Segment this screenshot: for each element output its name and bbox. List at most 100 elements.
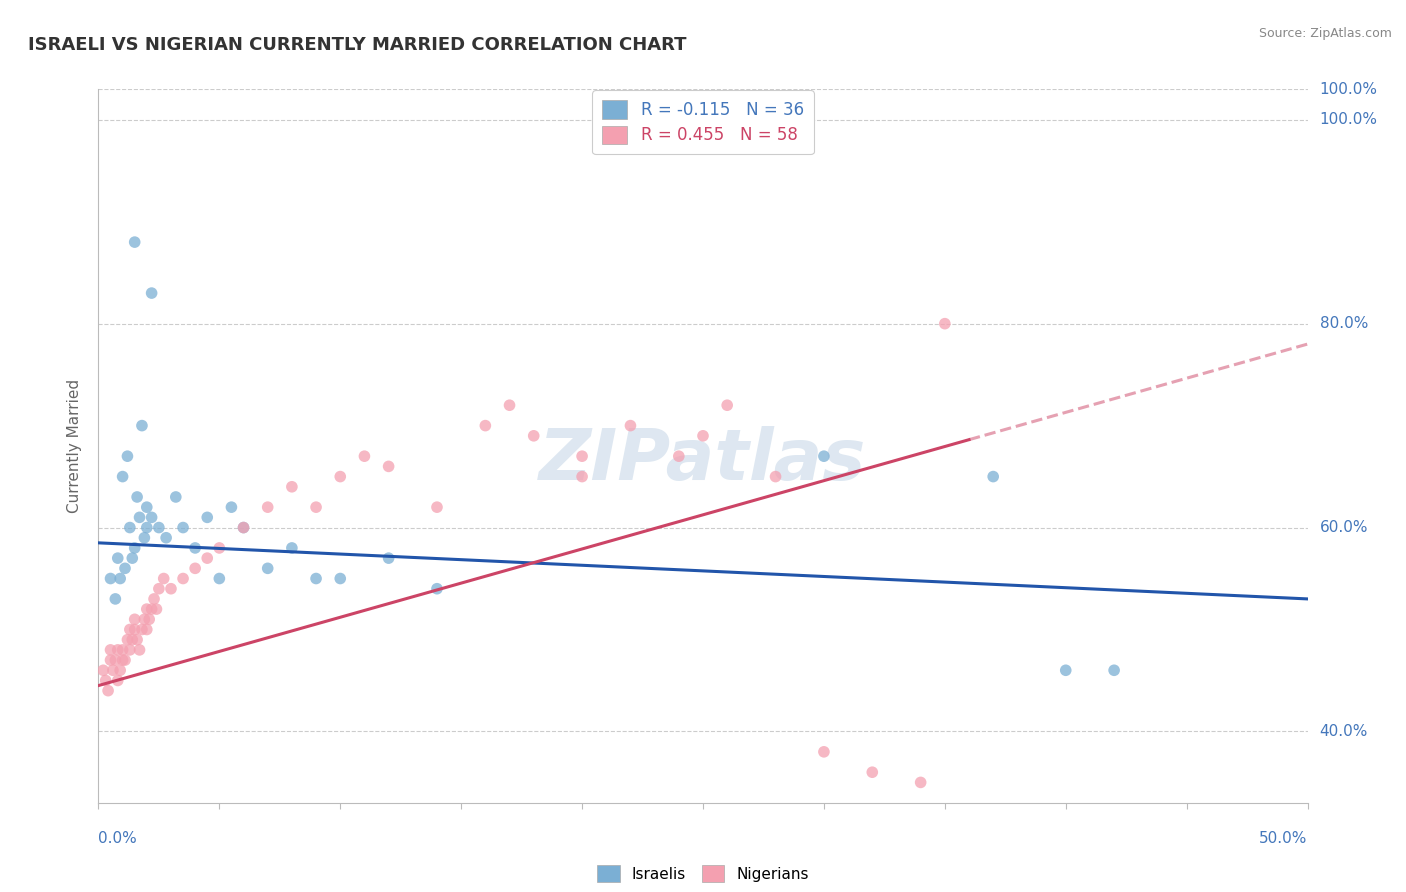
Point: [127, 490, 149, 504]
Point: [97, 683, 120, 698]
Point: [100, 572, 122, 586]
Point: [101, 663, 124, 677]
Point: [117, 449, 139, 463]
Point: [934, 317, 956, 331]
Point: [184, 561, 207, 575]
Point: [121, 632, 143, 647]
Point: [127, 632, 149, 647]
Legend: Israelis, Nigerians: Israelis, Nigerians: [591, 859, 815, 888]
Point: [141, 602, 163, 616]
Point: [256, 500, 278, 515]
Point: [716, 398, 738, 412]
Point: [108, 663, 131, 677]
Point: [281, 480, 304, 494]
Point: [107, 551, 129, 566]
Point: [184, 541, 207, 555]
Point: [232, 520, 254, 534]
Point: [1102, 663, 1125, 677]
Point: [256, 561, 278, 575]
Point: [104, 653, 127, 667]
Point: [232, 520, 254, 534]
Point: [1054, 663, 1077, 677]
Point: [152, 572, 174, 586]
Point: [305, 500, 328, 515]
Text: 100.0%: 100.0%: [1320, 82, 1378, 96]
Text: 80.0%: 80.0%: [1320, 316, 1368, 331]
Point: [377, 459, 399, 474]
Point: [813, 745, 835, 759]
Point: [118, 520, 141, 534]
Point: [104, 591, 127, 606]
Point: [195, 551, 218, 566]
Point: [128, 510, 150, 524]
Text: 60.0%: 60.0%: [1320, 520, 1368, 535]
Point: [117, 632, 139, 647]
Point: [141, 510, 163, 524]
Point: [148, 520, 170, 534]
Point: [124, 623, 146, 637]
Point: [135, 623, 157, 637]
Point: [143, 591, 166, 606]
Point: [426, 582, 449, 596]
Point: [111, 469, 134, 483]
Point: [692, 429, 714, 443]
Point: [118, 643, 141, 657]
Point: [765, 469, 787, 483]
Text: 40.0%: 40.0%: [1320, 724, 1368, 739]
Point: [100, 643, 122, 657]
Point: [94, 673, 117, 688]
Point: [571, 449, 593, 463]
Y-axis label: Currently Married: Currently Married: [67, 379, 83, 513]
Text: 0.0%: 0.0%: [98, 831, 138, 847]
Point: [329, 572, 352, 586]
Point: [107, 673, 129, 688]
Point: [281, 541, 304, 555]
Point: [571, 469, 593, 483]
Text: ZIPatlas: ZIPatlas: [540, 425, 866, 495]
Point: [131, 418, 153, 433]
Point: [145, 602, 167, 616]
Point: [377, 551, 399, 566]
Point: [111, 643, 134, 657]
Point: [221, 500, 243, 515]
Point: [134, 612, 156, 626]
Point: [131, 623, 153, 637]
Point: [172, 520, 194, 534]
Point: [523, 429, 546, 443]
Point: [107, 643, 129, 657]
Point: [668, 449, 690, 463]
Point: [135, 520, 157, 534]
Point: [124, 541, 146, 555]
Point: [141, 286, 163, 301]
Point: [981, 469, 1004, 483]
Point: [135, 500, 157, 515]
Point: [114, 653, 136, 667]
Point: [138, 612, 160, 626]
Point: [160, 582, 183, 596]
Point: [172, 572, 194, 586]
Point: [813, 449, 835, 463]
Point: [114, 561, 136, 575]
Point: [165, 490, 187, 504]
Point: [135, 602, 157, 616]
Point: [498, 398, 520, 412]
Point: [124, 235, 146, 249]
Point: [195, 510, 218, 524]
Text: Source: ZipAtlas.com: Source: ZipAtlas.com: [1258, 27, 1392, 40]
Point: [111, 653, 134, 667]
Point: [155, 531, 177, 545]
Point: [124, 612, 146, 626]
Point: [128, 643, 150, 657]
Point: [619, 418, 641, 433]
Point: [100, 653, 122, 667]
Point: [329, 469, 352, 483]
Point: [121, 551, 143, 566]
Point: [208, 572, 231, 586]
Point: [148, 582, 170, 596]
Point: [353, 449, 375, 463]
Point: [860, 765, 883, 780]
Point: [134, 531, 156, 545]
Text: 50.0%: 50.0%: [1260, 831, 1308, 847]
Text: ISRAELI VS NIGERIAN CURRENTLY MARRIED CORRELATION CHART: ISRAELI VS NIGERIAN CURRENTLY MARRIED CO…: [28, 36, 686, 54]
Point: [910, 775, 932, 789]
